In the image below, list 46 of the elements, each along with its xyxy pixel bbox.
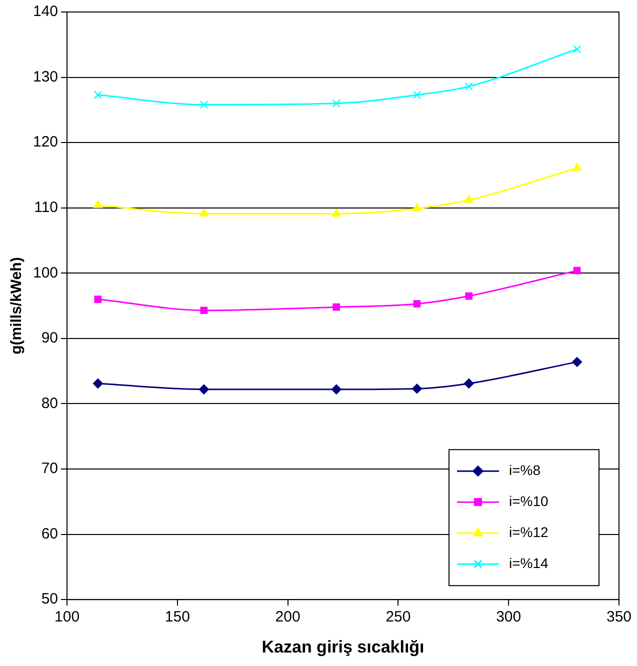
legend-label: i=%14 (509, 554, 549, 571)
legend-label: i=%12 (509, 524, 549, 540)
y-tick-label: 130 (32, 68, 58, 86)
x-axis-title: Kazan giriş sıcaklığı (262, 637, 424, 656)
point (572, 163, 582, 171)
y-tick-label: 80 (41, 394, 58, 412)
point (332, 208, 341, 216)
point (200, 306, 208, 314)
x-tick-label: 200 (275, 608, 300, 626)
point (464, 82, 473, 91)
point (464, 195, 474, 203)
y-tick-label: 70 (41, 460, 58, 478)
point (94, 90, 102, 100)
point (464, 378, 474, 388)
point (412, 90, 422, 100)
point (573, 266, 581, 274)
point (412, 204, 422, 212)
y-tick-label: 110 (34, 199, 58, 216)
point (200, 100, 208, 109)
x-tick-label: 100 (54, 608, 80, 626)
point (332, 303, 340, 311)
x-tick-label: 150 (164, 608, 190, 626)
y-tick-label: 60 (41, 525, 58, 542)
point (94, 200, 102, 208)
x-tick-label: 300 (496, 608, 522, 626)
y-tick-label: 90 (41, 330, 58, 347)
point (200, 208, 208, 216)
legend-label: i=%8 (509, 462, 541, 478)
point (92, 378, 103, 388)
y-tick-label: 120 (32, 134, 58, 151)
point (413, 300, 421, 308)
point (198, 384, 209, 394)
point (332, 99, 341, 108)
point (572, 45, 582, 54)
y-tick-label: 100 (32, 264, 58, 282)
x-tick-label: 350 (606, 608, 632, 626)
y-axis-title: g(mills/kWeh) (8, 257, 26, 354)
point (412, 384, 422, 394)
legend-label: i=%10 (509, 492, 549, 509)
point (572, 356, 582, 367)
point (94, 296, 102, 303)
point (465, 292, 473, 300)
point (331, 384, 342, 394)
x-tick-label: 250 (386, 608, 411, 626)
y-tick-label: 50 (41, 590, 58, 608)
y-tick-label: 140 (32, 3, 58, 20)
